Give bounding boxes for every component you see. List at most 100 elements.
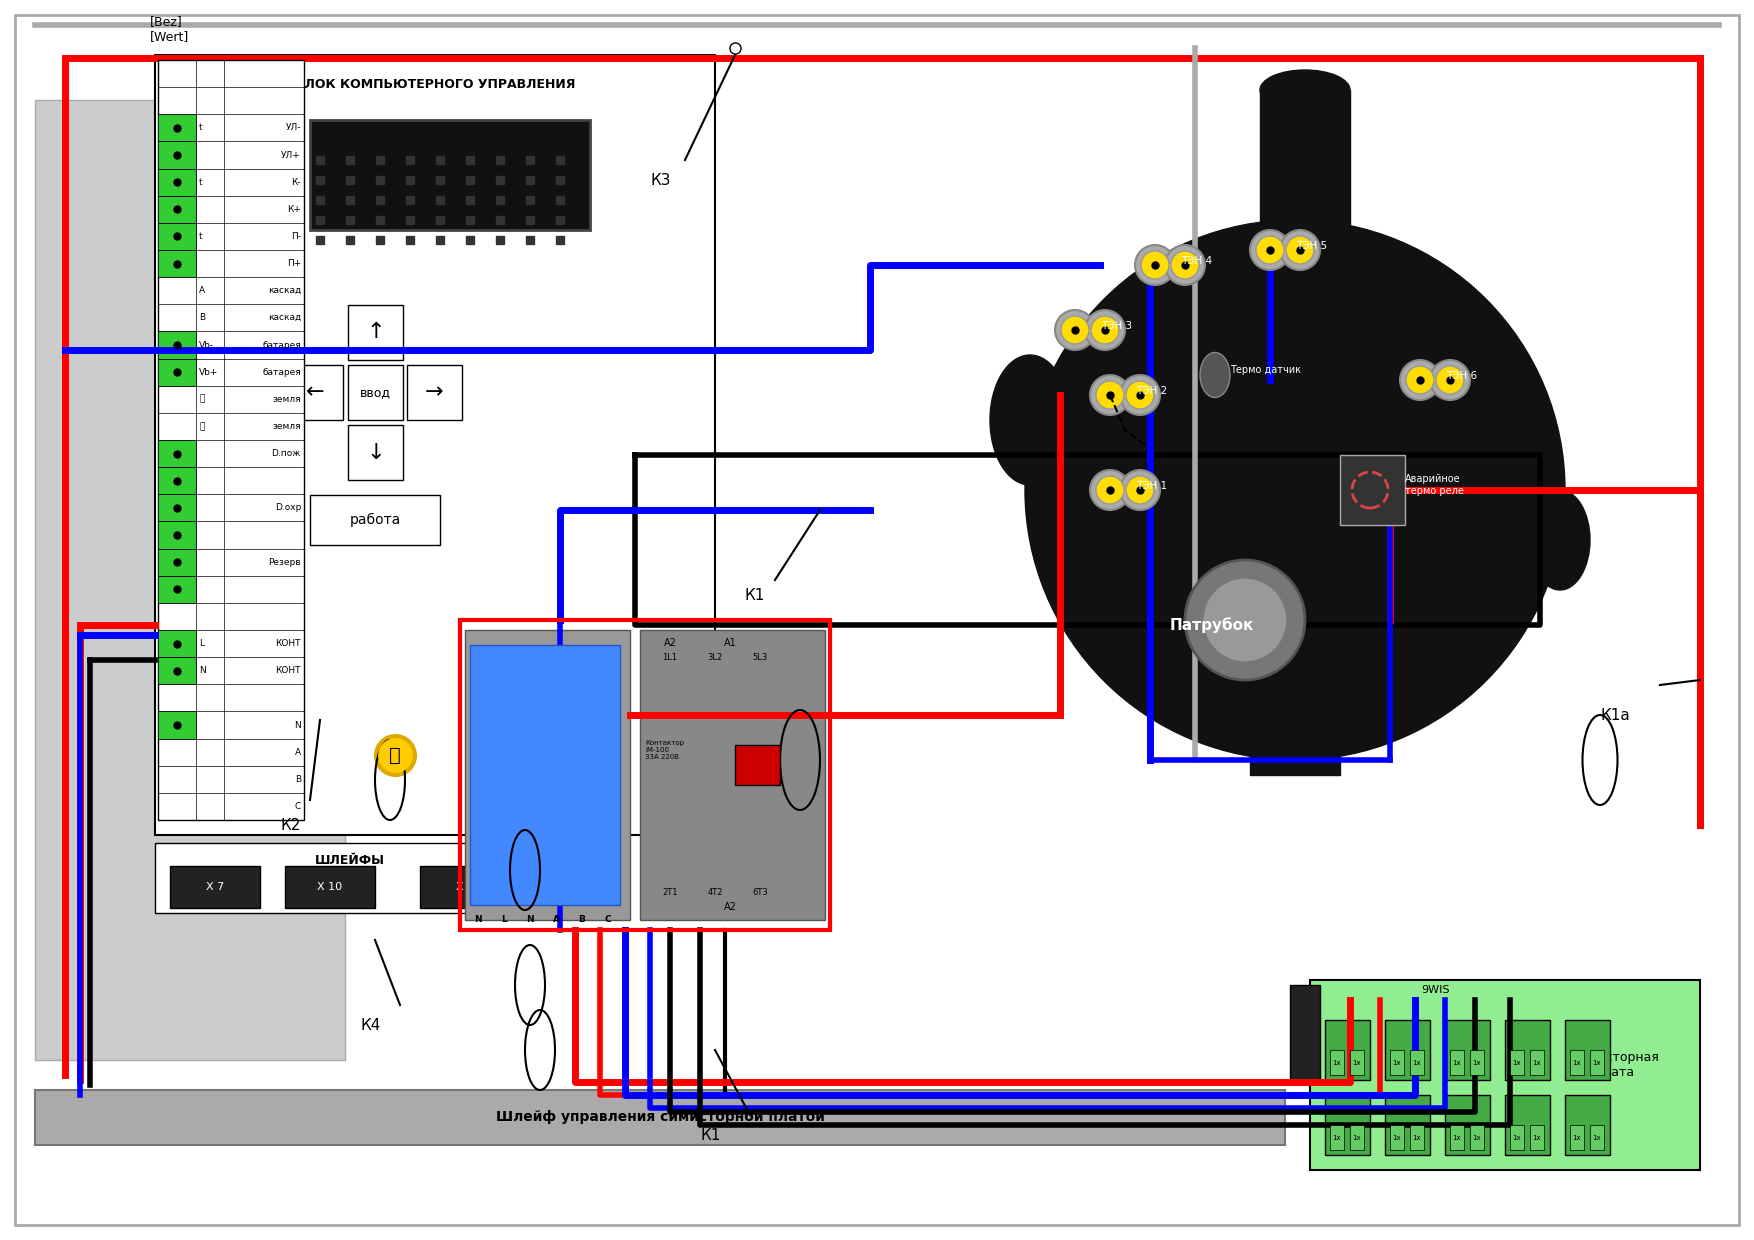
Bar — [1470, 1050, 1484, 1075]
Bar — [158, 141, 196, 169]
Text: 1x: 1x — [1333, 1135, 1342, 1141]
Bar — [407, 365, 461, 420]
Bar — [1589, 1050, 1603, 1075]
Circle shape — [1135, 246, 1175, 285]
Circle shape — [486, 765, 505, 785]
Text: t: t — [198, 123, 203, 133]
Text: ⏚: ⏚ — [198, 422, 205, 432]
Text: К1а: К1а — [1600, 708, 1629, 723]
Text: X 10: X 10 — [317, 882, 342, 892]
Text: A: A — [553, 915, 560, 924]
Bar — [1470, 1125, 1484, 1149]
Text: ТЭН 5: ТЭН 5 — [1296, 241, 1328, 250]
Text: ТЭН 1: ТЭН 1 — [1137, 481, 1166, 491]
Bar — [1451, 1125, 1465, 1149]
Bar — [1251, 715, 1340, 775]
Circle shape — [1089, 470, 1130, 510]
Bar — [1529, 1050, 1544, 1075]
Ellipse shape — [1529, 490, 1589, 590]
Text: УЛ+: УЛ+ — [281, 150, 302, 160]
Text: ТЭН 6: ТЭН 6 — [1445, 371, 1477, 381]
Text: N: N — [198, 666, 205, 676]
Text: 1x: 1x — [1593, 1060, 1601, 1066]
Bar — [35, 100, 346, 1060]
Text: 1x: 1x — [1393, 1135, 1401, 1141]
Circle shape — [1126, 476, 1154, 503]
Bar — [158, 440, 196, 467]
Text: каскад: каскад — [268, 286, 302, 295]
Circle shape — [1086, 310, 1124, 350]
Text: 1x: 1x — [1393, 1060, 1401, 1066]
Text: 1x: 1x — [1452, 1135, 1461, 1141]
Text: 1x: 1x — [1593, 1135, 1601, 1141]
Text: Патрубок: Патрубок — [1170, 618, 1254, 632]
Bar — [1510, 1050, 1524, 1075]
Bar — [1445, 1021, 1489, 1080]
Bar — [1445, 1095, 1489, 1154]
Text: КОНТ: КОНТ — [275, 666, 302, 676]
Ellipse shape — [1200, 352, 1230, 398]
Text: 3L2: 3L2 — [707, 653, 723, 662]
Ellipse shape — [1259, 69, 1351, 110]
Circle shape — [554, 765, 575, 785]
Circle shape — [589, 820, 610, 839]
Bar — [1451, 1050, 1465, 1075]
Text: Vb-: Vb- — [198, 341, 214, 350]
Circle shape — [1400, 360, 1440, 401]
Text: БЛОК КОМПЬЮТЕРНОГО УПРАВЛЕНИЯ: БЛОК КОМПЬЮТЕРНОГО УПРАВЛЕНИЯ — [295, 78, 575, 92]
Text: П-: П- — [291, 232, 302, 241]
Text: 4T2: 4T2 — [707, 888, 723, 897]
Bar — [1351, 1050, 1365, 1075]
Text: 1x: 1x — [1412, 1060, 1421, 1066]
Bar — [1324, 1095, 1370, 1154]
Circle shape — [1121, 374, 1159, 415]
Bar — [1589, 1125, 1603, 1149]
Circle shape — [486, 650, 505, 670]
Text: 1x: 1x — [1533, 1060, 1542, 1066]
Text: земля: земля — [272, 394, 302, 404]
Bar — [158, 657, 196, 684]
Bar — [158, 467, 196, 495]
Circle shape — [1061, 316, 1089, 343]
Bar — [158, 60, 303, 820]
Bar — [1340, 455, 1405, 525]
Text: 1x: 1x — [1573, 1135, 1582, 1141]
Circle shape — [1089, 374, 1130, 415]
Text: Аварийное
термо реле: Аварийное термо реле — [1405, 474, 1465, 496]
Bar — [1386, 1095, 1430, 1154]
Circle shape — [1096, 476, 1124, 503]
Circle shape — [1142, 250, 1168, 279]
Circle shape — [519, 765, 540, 785]
Bar — [1351, 1125, 1365, 1149]
Bar — [1330, 1050, 1344, 1075]
Bar — [1310, 980, 1700, 1171]
Text: L: L — [198, 639, 203, 649]
Text: 1x: 1x — [1333, 1060, 1342, 1066]
Text: 1L1: 1L1 — [663, 653, 677, 662]
Text: X 8: X 8 — [456, 882, 474, 892]
Text: t: t — [198, 232, 203, 241]
Bar — [347, 425, 403, 480]
Text: К4: К4 — [360, 1018, 381, 1033]
Bar — [310, 120, 589, 229]
Bar — [735, 745, 781, 785]
Bar — [1565, 1095, 1610, 1154]
Bar — [1386, 1021, 1430, 1080]
Text: земля: земля — [272, 422, 302, 432]
Text: ТЭН 2: ТЭН 2 — [1137, 386, 1166, 396]
Text: УЛ-: УЛ- — [286, 123, 302, 133]
Text: Термо датчик: Термо датчик — [1230, 365, 1301, 374]
Circle shape — [1203, 578, 1287, 662]
Circle shape — [1256, 236, 1284, 264]
Text: 1x: 1x — [1512, 1135, 1521, 1141]
Bar — [347, 305, 403, 360]
Text: К2: К2 — [281, 818, 300, 833]
Text: 1x: 1x — [1573, 1060, 1582, 1066]
Text: Vb+: Vb+ — [198, 367, 219, 377]
Circle shape — [1172, 250, 1200, 279]
Text: Шлейф управления симисторной платой: Шлейф управления симисторной платой — [496, 1111, 824, 1125]
Bar — [284, 866, 375, 908]
Bar — [1324, 1021, 1370, 1080]
Text: A2: A2 — [663, 639, 677, 649]
Bar — [158, 196, 196, 223]
